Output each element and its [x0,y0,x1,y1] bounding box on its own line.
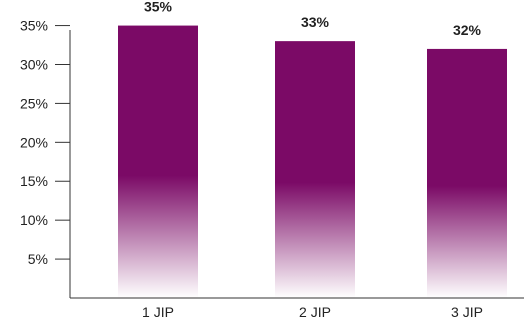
bar-data-label: 32% [453,22,482,38]
bar [427,48,507,299]
x-category-label: 1 JIP [142,304,174,320]
y-tick-label: 20% [20,134,48,150]
y-tick-label: 10% [20,212,48,228]
y-tick-label: 30% [20,56,48,72]
y-tick-label: 35% [20,18,48,34]
data-labels: 35% 33% 32% [144,0,482,38]
bar [275,41,355,299]
y-tick-label: 25% [20,95,48,111]
x-category-label: 2 JIP [299,304,331,320]
y-tick-label: 15% [20,173,48,189]
bars [118,25,507,299]
x-axis-labels: 1 JIP 2 JIP 3 JIP [142,304,483,320]
x-category-label: 3 JIP [451,304,483,320]
bar [118,25,198,299]
y-axis-ticks: 5% 10% 15% 20% 25% 30% 35% [20,18,70,267]
bar-data-label: 33% [301,14,330,30]
bar-data-label: 35% [144,0,173,15]
y-tick-label: 5% [28,251,48,267]
